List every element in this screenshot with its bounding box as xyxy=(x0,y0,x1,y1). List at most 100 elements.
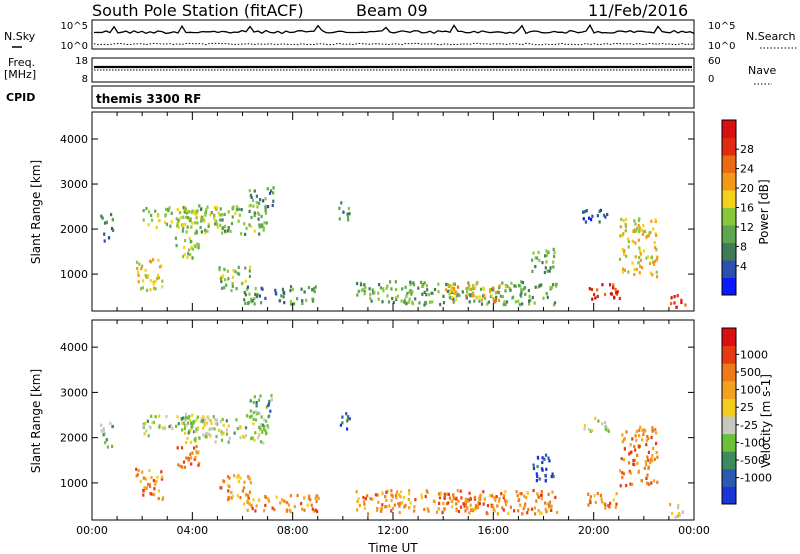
velocity-cell xyxy=(257,398,261,402)
power-cell xyxy=(135,260,139,264)
power-cell xyxy=(656,275,659,279)
power-cell xyxy=(369,296,372,300)
velocity-cell xyxy=(639,425,642,429)
power-cell xyxy=(637,218,640,223)
velocity-cell xyxy=(176,446,179,450)
power-colorbar-tick-label: 16 xyxy=(740,202,754,215)
power-cell xyxy=(452,297,455,301)
velocity-cell xyxy=(215,418,218,422)
power-y-tick-label: 2000 xyxy=(60,223,88,236)
power-cell xyxy=(261,224,264,228)
velocity-cell xyxy=(223,480,226,484)
power-cell xyxy=(467,281,470,285)
velocity-cell xyxy=(469,503,472,507)
power-cell xyxy=(191,256,194,260)
power-cell xyxy=(263,221,266,225)
velocity-y-tick-label: 2000 xyxy=(60,432,88,445)
velocity-colorbar-tick-label: 1000 xyxy=(740,348,768,361)
power-cell xyxy=(225,283,228,287)
power-cell xyxy=(266,187,269,191)
velocity-cell xyxy=(448,496,451,500)
velocity-colorbar-title: Velocity [m s-1] xyxy=(759,374,773,468)
power-cell xyxy=(537,250,540,254)
velocity-cell xyxy=(259,423,262,427)
power-cell xyxy=(624,229,627,233)
velocity-cell xyxy=(220,429,223,433)
velocity-cell xyxy=(357,497,360,501)
velocity-cell xyxy=(157,497,160,501)
velocity-cell xyxy=(425,489,428,493)
power-cell xyxy=(101,216,104,220)
velocity-cell xyxy=(150,414,153,418)
velocity-cell xyxy=(364,506,367,510)
velocity-cell xyxy=(261,430,264,434)
power-cell xyxy=(253,189,256,193)
station-title: South Pole Station (fitACF) xyxy=(92,1,304,20)
velocity-cell xyxy=(408,489,411,493)
power-cell xyxy=(631,239,634,244)
power-cell xyxy=(591,297,594,301)
power-cell xyxy=(480,302,484,306)
power-cell xyxy=(272,191,275,195)
power-cell xyxy=(408,297,411,301)
velocity-cell xyxy=(316,494,319,498)
power-cell xyxy=(249,193,252,197)
velocity-cell xyxy=(522,506,525,511)
velocity-cell xyxy=(459,505,463,509)
power-cell xyxy=(453,291,456,295)
velocity-cell xyxy=(545,467,548,471)
velocity-cell xyxy=(629,482,632,486)
power-cell xyxy=(392,300,395,305)
velocity-cell xyxy=(271,506,274,510)
power-cell xyxy=(158,265,162,269)
power-cell xyxy=(466,290,469,294)
power-cell xyxy=(675,305,678,309)
power-cell xyxy=(621,234,624,238)
power-cell xyxy=(194,231,197,235)
power-cell xyxy=(364,286,367,290)
velocity-cell xyxy=(237,480,241,484)
velocity-cell xyxy=(236,475,239,479)
power-cell xyxy=(176,224,179,228)
power-cell xyxy=(223,267,226,272)
power-cell xyxy=(512,295,515,299)
velocity-cell xyxy=(190,456,193,460)
power-cell xyxy=(200,219,203,223)
power-colorbar-tick-label: 24 xyxy=(740,163,754,176)
velocity-cell xyxy=(145,429,148,433)
power-cell xyxy=(499,294,502,298)
power-cell xyxy=(637,261,640,265)
velocity-cell xyxy=(160,470,163,474)
power-cell xyxy=(195,216,198,220)
power-cell xyxy=(213,205,216,209)
velocity-cell xyxy=(388,504,391,508)
power-cell xyxy=(207,224,210,228)
power-cell xyxy=(612,283,615,287)
power-colorbar-swatch xyxy=(722,242,736,261)
velocity-cell xyxy=(239,476,242,480)
power-cell xyxy=(465,287,468,291)
velocity-cell xyxy=(144,421,147,426)
velocity-cell xyxy=(244,426,248,430)
power-cell xyxy=(111,218,114,222)
power-cell xyxy=(504,302,507,307)
power-cell xyxy=(253,211,256,215)
power-cell xyxy=(252,204,255,208)
velocity-cell xyxy=(147,482,150,487)
power-cell xyxy=(166,207,169,212)
power-cell xyxy=(550,285,553,289)
power-cell xyxy=(520,288,523,292)
velocity-cell xyxy=(473,507,476,511)
velocity-cell xyxy=(643,466,646,470)
velocity-cell xyxy=(638,434,641,438)
power-cell xyxy=(503,300,506,304)
velocity-cell xyxy=(197,450,200,454)
power-cell xyxy=(257,217,260,221)
velocity-cell xyxy=(187,456,190,460)
power-cell xyxy=(387,300,391,304)
power-cell xyxy=(190,246,193,250)
power-cell xyxy=(601,283,604,287)
velocity-cell xyxy=(385,504,388,509)
power-cell xyxy=(198,204,201,208)
power-cell xyxy=(472,284,475,288)
